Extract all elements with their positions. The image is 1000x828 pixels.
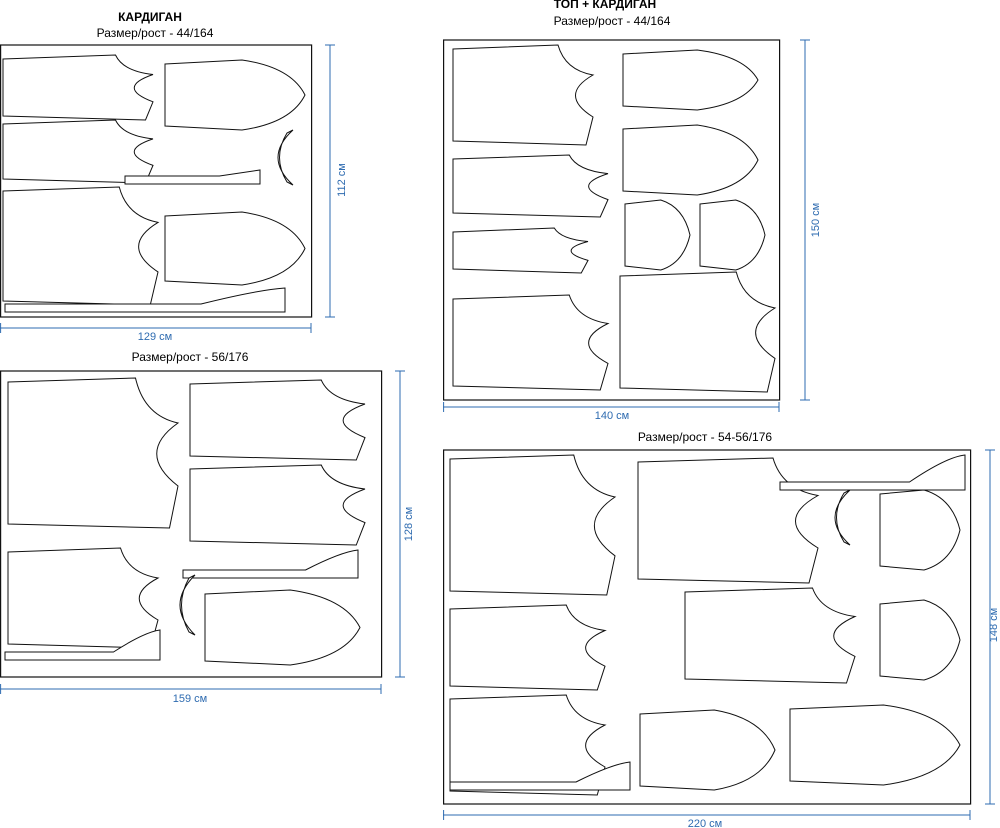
pattern-piece [189,464,366,546]
pattern-piece [622,124,759,196]
height-label: 148 см [988,608,1000,642]
pattern-piece [2,54,154,121]
pattern-piece [449,454,617,596]
pattern-piece [277,129,294,186]
pattern-piece [789,704,961,786]
layout-size: Размер/рост - 44/164 [97,26,214,40]
layout-size: Размер/рост - 54-56/176 [638,430,772,444]
pattern-piece [182,549,359,579]
pattern-piece [179,574,196,636]
pattern-piece [834,489,851,546]
layout-title: ТОП + КАРДИГАН [554,0,656,11]
pattern-piece [449,604,607,691]
pattern-piece [4,629,161,661]
pattern-piece [879,599,961,681]
width-label: 140 см [595,410,629,422]
pattern-piece [452,227,589,274]
pattern-piece [164,211,306,286]
pattern-piece [204,589,361,666]
pattern-piece [452,154,609,218]
layout-title: КАРДИГАН [118,10,182,24]
layout-size: Размер/рост - 44/164 [554,14,671,28]
width-label: 220 см [688,818,722,828]
pattern-piece [879,489,961,571]
pattern-piece [189,379,366,461]
layout-size: Размер/рост - 56/176 [132,350,249,364]
pattern-piece [164,59,306,131]
pattern-piece [624,199,691,271]
pattern-piece [449,694,607,796]
pattern-piece [452,294,610,391]
height-label: 112 см [336,163,348,197]
width-label: 129 см [138,331,172,343]
pattern-piece [619,271,777,393]
pattern-piece [452,44,595,146]
pattern-piece [449,761,631,791]
width-label: 159 см [173,693,207,705]
pattern-piece [622,49,759,111]
pattern-piece [124,169,261,185]
pattern-piece [7,547,160,649]
height-label: 128 см [403,507,415,541]
pattern-piece [2,186,160,306]
pattern-piece [7,377,180,529]
pattern-piece [639,709,776,791]
height-label: 150 см [810,203,822,237]
pattern-piece [699,199,766,271]
pattern-piece [2,119,154,184]
pattern-piece [684,587,857,684]
pattern-piece [637,457,820,584]
pattern-piece [4,287,286,313]
pattern-piece [779,454,966,491]
